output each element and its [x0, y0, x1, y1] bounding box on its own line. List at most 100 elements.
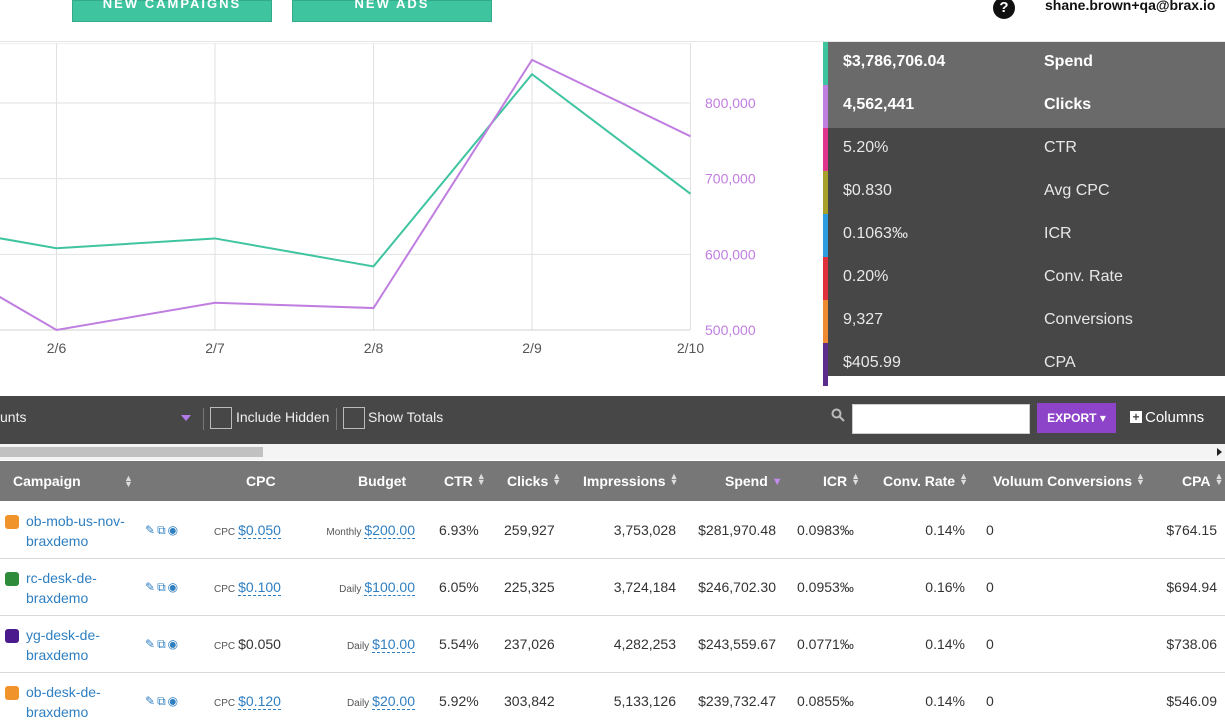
- header-ctr[interactable]: CTR ▲ ▼: [444, 471, 486, 490]
- spend-cell: $243,559.67: [698, 636, 776, 652]
- cpc-value[interactable]: $0.120: [238, 693, 281, 710]
- budget-value[interactable]: $10.00: [372, 636, 415, 653]
- sort-icon[interactable]: ▲ ▼: [476, 471, 486, 487]
- metric-clicks[interactable]: 4,562,441 Clicks: [823, 85, 1225, 128]
- header-conv-rate[interactable]: Conv. Rate ▲ ▼: [883, 471, 969, 490]
- metric-conversions[interactable]: 9,327 Conversions: [823, 300, 1225, 343]
- hide-icon[interactable]: ◉: [167, 523, 181, 537]
- edit-icon[interactable]: ✎: [145, 523, 158, 537]
- copy-icon[interactable]: ⧉: [157, 637, 168, 651]
- spend-cell: $246,702.30: [698, 579, 776, 595]
- clicks-cell: 303,842: [504, 693, 555, 709]
- sort-icon[interactable]: ▲ ▼: [552, 471, 562, 487]
- header-clicks[interactable]: Clicks ▲ ▼: [507, 471, 562, 490]
- spend-cell: $281,970.48: [698, 522, 776, 538]
- metric-label: Conv. Rate: [1044, 268, 1123, 285]
- account-selector[interactable]: unts: [0, 409, 27, 425]
- x-tick-label: 2/8: [364, 340, 384, 356]
- row-actions: ✎⧉◉: [145, 523, 180, 538]
- header-cpc[interactable]: CPC: [246, 473, 276, 489]
- copy-icon[interactable]: ⧉: [157, 580, 168, 594]
- budget-value[interactable]: $100.00: [364, 579, 415, 596]
- edit-icon[interactable]: ✎: [145, 580, 158, 594]
- sort-icon[interactable]: ▲ ▼: [669, 471, 679, 487]
- budget-cell: Monthly $200.00: [326, 522, 415, 539]
- cpc-cell: CPC $0.050: [214, 636, 281, 652]
- table-toolbar: unts Include Hidden Show Totals EXPORT ▾…: [0, 396, 1225, 444]
- yahoo-icon: [5, 629, 19, 643]
- budget-type: Monthly: [326, 527, 362, 538]
- account-dropdown-icon[interactable]: [181, 415, 191, 421]
- campaign-name-link[interactable]: ob-desk-de-braxdemo: [26, 684, 101, 720]
- new-ads-button[interactable]: NEW ADS: [292, 0, 492, 22]
- cpc-cell: CPC $0.050: [214, 522, 281, 539]
- x-tick-label: 2/7: [205, 340, 225, 356]
- header-voluum-conversions[interactable]: Voluum Conversions ▲ ▼: [993, 471, 1145, 490]
- edit-icon[interactable]: ✎: [145, 637, 158, 651]
- campaign-name-link[interactable]: rc-desk-de-braxdemo: [26, 570, 97, 606]
- header-impressions[interactable]: Impressions ▲ ▼: [583, 471, 679, 490]
- conv-rate-cell: 0.14%: [925, 693, 965, 709]
- sort-icon[interactable]: ▲ ▼: [1135, 471, 1145, 487]
- y-tick-label: 800,000: [705, 95, 756, 111]
- cpc-value[interactable]: $0.050: [238, 636, 281, 652]
- voluum-conversions-cell: 0: [986, 693, 994, 709]
- series-line-spend: [0, 72, 692, 268]
- metric-cpa[interactable]: $405.99 CPA: [823, 343, 1225, 386]
- icr-cell: 0.0771‰: [797, 636, 854, 652]
- cpc-prefix: CPC: [214, 527, 236, 538]
- budget-value[interactable]: $20.00: [372, 693, 415, 710]
- show-totals-checkbox[interactable]: [343, 407, 365, 429]
- include-hidden-checkbox[interactable]: [210, 407, 232, 429]
- campaign-name-link[interactable]: yg-desk-de-braxdemo: [26, 627, 100, 663]
- metric-value: $405.99: [843, 354, 901, 371]
- scroll-right-arrow-icon[interactable]: [1217, 448, 1222, 456]
- metric-value: 4,562,441: [843, 96, 915, 113]
- search-input[interactable]: [852, 404, 1030, 434]
- copy-icon[interactable]: ⧉: [157, 694, 168, 708]
- hide-icon[interactable]: ◉: [167, 580, 181, 594]
- table-row: ob-mob-us-nov-braxdemo ✎⧉◉ CPC $0.050 Monthl…: [0, 502, 1225, 559]
- cpc-value[interactable]: $0.050: [238, 522, 281, 539]
- sort-desc-icon[interactable]: ▼: [771, 476, 783, 488]
- header-budget[interactable]: Budget: [358, 473, 407, 489]
- cpc-prefix: CPC: [214, 584, 236, 595]
- columns-button[interactable]: + Columns: [1130, 409, 1204, 426]
- help-icon[interactable]: ?: [993, 0, 1015, 19]
- metric-icr[interactable]: 0.1063‰ ICR: [823, 214, 1225, 257]
- metric-conv-rate[interactable]: 0.20% Conv. Rate: [823, 257, 1225, 300]
- header-icr[interactable]: ICR ▲ ▼: [823, 471, 861, 490]
- sort-icon[interactable]: ▲ ▼: [1214, 471, 1224, 487]
- export-button[interactable]: EXPORT ▾: [1037, 403, 1116, 433]
- metric-label: Spend: [1044, 53, 1093, 70]
- metric-avg-cpc[interactable]: $0.830 Avg CPC: [823, 171, 1225, 214]
- cpc-cell: CPC $0.100: [214, 579, 281, 596]
- hide-icon[interactable]: ◉: [167, 637, 181, 651]
- performance-chart: 2/6 2/7 2/8 2/9 2/10 800,000 700,000 600,000 500…: [0, 42, 820, 363]
- metric-value: 5.20%: [843, 139, 889, 156]
- metric-value: 0.1063‰: [843, 225, 908, 242]
- metric-spend[interactable]: $3,786,706.04 Spend: [823, 42, 1225, 85]
- header-spend[interactable]: Spend ▼: [725, 473, 783, 489]
- conv-rate-cell: 0.14%: [925, 522, 965, 538]
- budget-value[interactable]: $200.00: [364, 522, 415, 539]
- header-cpa[interactable]: CPA ▲ ▼: [1182, 471, 1224, 490]
- scrollbar-thumb[interactable]: [0, 447, 263, 457]
- sort-icon[interactable]: ▲ ▼: [124, 473, 133, 489]
- cpc-prefix: CPC: [214, 698, 236, 709]
- edit-icon[interactable]: ✎: [145, 694, 158, 708]
- header-campaign[interactable]: Campaign: [13, 473, 81, 489]
- new-campaigns-button[interactable]: NEW CAMPAIGNS: [72, 0, 272, 22]
- horizontal-scrollbar[interactable]: [0, 444, 1225, 460]
- y-tick-label: 500,000: [705, 322, 756, 338]
- hide-icon[interactable]: ◉: [167, 694, 181, 708]
- copy-icon[interactable]: ⧉: [157, 523, 168, 537]
- cpc-value[interactable]: $0.100: [238, 579, 281, 596]
- campaign-name-link[interactable]: ob-mob-us-nov-braxdemo: [26, 513, 125, 549]
- sort-icon[interactable]: ▲ ▼: [851, 471, 861, 487]
- metric-label: CTR: [1044, 139, 1077, 156]
- sort-icon[interactable]: ▲ ▼: [959, 471, 969, 487]
- user-email[interactable]: shane.brown+qa@brax.io: [1045, 0, 1216, 13]
- metric-ctr[interactable]: 5.20% CTR: [823, 128, 1225, 171]
- icr-cell: 0.0953‰: [797, 579, 854, 595]
